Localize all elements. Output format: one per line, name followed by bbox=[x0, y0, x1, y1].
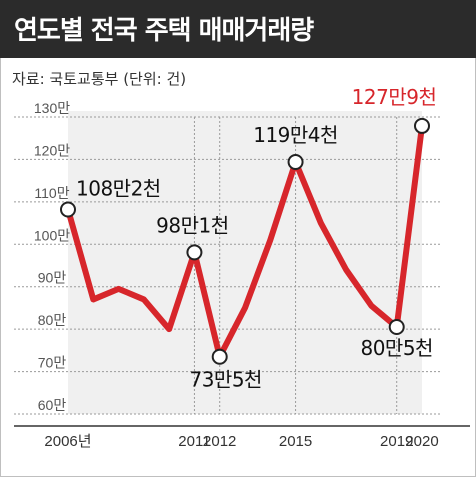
data-point-marker-inner bbox=[418, 121, 426, 130]
x-tick-label: 2011 bbox=[178, 433, 210, 450]
y-tick-label: 80만 bbox=[38, 312, 67, 328]
data-label: 127만9천 bbox=[352, 85, 437, 109]
data-label: 108만2천 bbox=[76, 176, 161, 200]
y-tick-label: 110만 bbox=[34, 185, 69, 201]
y-tick-label: 60만 bbox=[38, 397, 67, 413]
y-tick-label: 120만 bbox=[34, 142, 70, 158]
series-line bbox=[65, 122, 425, 360]
title-bar: 연도별 전국 주택 매매거래량 bbox=[0, 0, 476, 58]
data-point-marker bbox=[60, 201, 76, 218]
data-point-marker bbox=[211, 348, 228, 365]
x-tick-label: 2020 bbox=[405, 433, 438, 450]
y-tick-label: 90만 bbox=[38, 270, 67, 286]
source-note: 자료: 국토교통부 (단위: 건) bbox=[12, 70, 187, 88]
data-point-marker bbox=[287, 153, 304, 170]
x-tick-label: 2006년 bbox=[44, 433, 91, 450]
x-tick-label: 2012 bbox=[203, 433, 236, 450]
data-label: 73만5천 bbox=[189, 368, 261, 392]
x-tick-label: 2019 bbox=[380, 433, 413, 450]
y-tick-label: 100만 bbox=[34, 227, 70, 243]
chart-title: 연도별 전국 주택 매매거래량 bbox=[14, 16, 314, 46]
y-tick-label: 130만 bbox=[34, 100, 70, 116]
data-point-marker bbox=[388, 319, 405, 336]
data-label: 119만4천 bbox=[253, 123, 338, 147]
plot-background bbox=[68, 111, 422, 414]
x-tick-label: 2015 bbox=[279, 433, 312, 450]
y-tick-label: 70만 bbox=[38, 355, 67, 371]
data-label: 80만5천 bbox=[360, 336, 432, 360]
data-label: 98만1천 bbox=[156, 213, 228, 237]
data-point-marker bbox=[186, 244, 203, 261]
